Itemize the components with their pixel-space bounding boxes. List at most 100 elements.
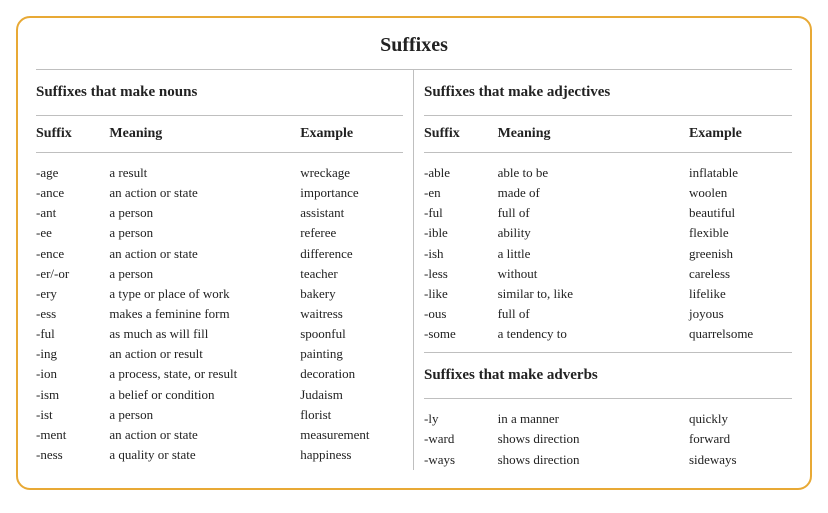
- table-row: -mentan action or statemeasurement: [36, 425, 403, 445]
- cell-example: happiness: [300, 445, 403, 465]
- cell-meaning: a person: [109, 203, 300, 223]
- table-row: -iona process, state, or resultdecoratio…: [36, 364, 403, 384]
- cell-suffix: -ly: [424, 409, 498, 429]
- table-row: -ousfull ofjoyous: [424, 304, 792, 324]
- table-row: -encean action or statedifference: [36, 244, 403, 264]
- table-row: -ancean action or stateimportance: [36, 183, 403, 203]
- cell-meaning: a little: [498, 244, 689, 264]
- cell-suffix: -ness: [36, 445, 109, 465]
- cell-meaning: a belief or condition: [109, 385, 300, 405]
- cell-example: spoonful: [300, 324, 403, 344]
- cell-example: quarrelsome: [689, 324, 792, 344]
- cell-suffix: -ful: [424, 203, 498, 223]
- table-row: -likesimilar to, likelifelike: [424, 284, 792, 304]
- cell-example: measurement: [300, 425, 403, 445]
- adverbs-rows: -lyin a mannerquickly-wardshows directio…: [424, 399, 792, 469]
- cell-meaning: makes a feminine form: [109, 304, 300, 324]
- cell-example: woolen: [689, 183, 792, 203]
- cell-suffix: -ess: [36, 304, 109, 324]
- cell-example: lifelike: [689, 284, 792, 304]
- cell-example: joyous: [689, 304, 792, 324]
- nouns-column: Suffixes that make nouns Suffix Meaning …: [36, 70, 414, 470]
- adjectives-section-title: Suffixes that make adjectives: [424, 70, 792, 115]
- table-row: -ingan action or resultpainting: [36, 344, 403, 364]
- cell-meaning: a quality or state: [109, 445, 300, 465]
- cell-suffix: -ous: [424, 304, 498, 324]
- cell-example: painting: [300, 344, 403, 364]
- cell-meaning: an action or state: [109, 244, 300, 264]
- cell-meaning: shows direction: [498, 450, 689, 470]
- table-row: -wardshows directionforward: [424, 429, 792, 449]
- cell-meaning: in a manner: [498, 409, 689, 429]
- table-row: -isha littlegreenish: [424, 244, 792, 264]
- col-header-meaning: Meaning: [498, 126, 689, 142]
- cell-example: forward: [689, 429, 792, 449]
- adjectives-header-row: Suffix Meaning Example: [424, 115, 792, 153]
- cell-meaning: a person: [109, 223, 300, 243]
- suffixes-card: Suffixes Suffixes that make nouns Suffix…: [16, 16, 812, 490]
- cell-suffix: -ence: [36, 244, 109, 264]
- cell-example: inflatable: [689, 163, 792, 183]
- cell-meaning: a person: [109, 405, 300, 425]
- cell-example: bakery: [300, 284, 403, 304]
- page-title: Suffixes: [36, 28, 792, 69]
- table-row: -ableable to beinflatable: [424, 163, 792, 183]
- cell-suffix: -en: [424, 183, 498, 203]
- adjectives-rows: -ableable to beinflatable-enmade ofwoole…: [424, 153, 792, 344]
- cell-example: quickly: [689, 409, 792, 429]
- table-row: -somea tendency toquarrelsome: [424, 324, 792, 344]
- cell-example: careless: [689, 264, 792, 284]
- table-row: -erya type or place of workbakery: [36, 284, 403, 304]
- table-row: -anta personassistant: [36, 203, 403, 223]
- cell-meaning: an action or state: [109, 425, 300, 445]
- cell-example: Judaism: [300, 385, 403, 405]
- cell-suffix: -ist: [36, 405, 109, 425]
- cell-suffix: -ion: [36, 364, 109, 384]
- cell-suffix: -some: [424, 324, 498, 344]
- cell-example: referee: [300, 223, 403, 243]
- col-header-example: Example: [300, 126, 403, 142]
- cell-suffix: -ward: [424, 429, 498, 449]
- table-row: -nessa quality or statehappiness: [36, 445, 403, 465]
- cell-meaning: full of: [498, 304, 689, 324]
- table-row: -eea personreferee: [36, 223, 403, 243]
- cell-example: importance: [300, 183, 403, 203]
- cell-example: florist: [300, 405, 403, 425]
- cell-suffix: -ful: [36, 324, 109, 344]
- table-row: -fulas much as will fillspoonful: [36, 324, 403, 344]
- cell-meaning: a type or place of work: [109, 284, 300, 304]
- cell-meaning: a person: [109, 264, 300, 284]
- cell-suffix: -ery: [36, 284, 109, 304]
- nouns-section-title: Suffixes that make nouns: [36, 70, 403, 115]
- cell-meaning: ability: [498, 223, 689, 243]
- cell-example: sideways: [689, 450, 792, 470]
- cell-example: waitress: [300, 304, 403, 324]
- cell-meaning: shows direction: [498, 429, 689, 449]
- cell-meaning: an action or state: [109, 183, 300, 203]
- col-header-suffix: Suffix: [424, 126, 498, 142]
- cell-example: difference: [300, 244, 403, 264]
- cell-suffix: -er/-or: [36, 264, 109, 284]
- cell-example: beautiful: [689, 203, 792, 223]
- cell-meaning: as much as will fill: [109, 324, 300, 344]
- col-header-example: Example: [689, 126, 792, 142]
- cell-suffix: -like: [424, 284, 498, 304]
- cell-example: greenish: [689, 244, 792, 264]
- cell-suffix: -less: [424, 264, 498, 284]
- table-row: -waysshows directionsideways: [424, 450, 792, 470]
- col-header-meaning: Meaning: [109, 126, 300, 142]
- cell-suffix: -ways: [424, 450, 498, 470]
- cell-suffix: -ish: [424, 244, 498, 264]
- nouns-rows: -agea resultwreckage-ancean action or st…: [36, 153, 403, 465]
- cell-meaning: an action or result: [109, 344, 300, 364]
- cell-suffix: -age: [36, 163, 109, 183]
- cell-example: flexible: [689, 223, 792, 243]
- table-row: -enmade ofwoolen: [424, 183, 792, 203]
- cell-meaning: a result: [109, 163, 300, 183]
- adjectives-adverbs-column: Suffixes that make adjectives Suffix Mea…: [414, 70, 792, 470]
- cell-suffix: -ant: [36, 203, 109, 223]
- cell-suffix: -ism: [36, 385, 109, 405]
- cell-example: teacher: [300, 264, 403, 284]
- cell-meaning: full of: [498, 203, 689, 223]
- nouns-header-row: Suffix Meaning Example: [36, 115, 403, 153]
